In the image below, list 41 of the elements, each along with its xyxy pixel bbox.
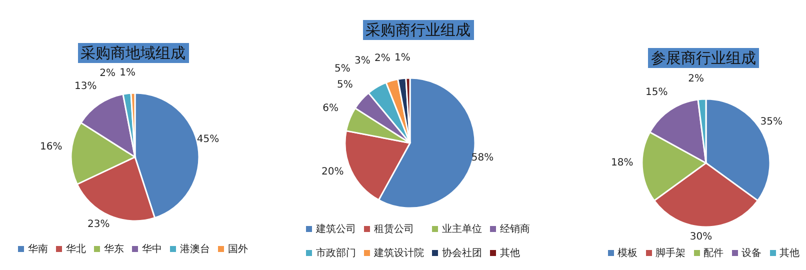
legend-label: 业主单位 — [441, 222, 482, 236]
data-label: 2% — [374, 53, 390, 64]
legend-label: 其他 — [778, 246, 800, 260]
legend-label: 协会社团 — [441, 246, 482, 260]
data-label: 3% — [354, 56, 370, 67]
chart-title: 参展商行业组成 — [648, 48, 759, 68]
legend-label: 市政部门 — [315, 246, 356, 260]
legend-label: 建筑公司 — [315, 222, 356, 236]
data-label: 1% — [120, 68, 136, 79]
data-label: 35% — [760, 116, 783, 128]
data-label: 1% — [394, 52, 410, 64]
data-label: 30% — [690, 232, 712, 242]
data-label: 2% — [688, 74, 704, 85]
legend-label: 配件 — [702, 247, 724, 260]
data-label: 16% — [40, 142, 62, 153]
data-label: 45% — [196, 134, 220, 146]
data-label: 6% — [322, 103, 339, 114]
data-label: 23% — [88, 219, 110, 230]
legend-label: 租赁公司 — [373, 222, 415, 236]
legend-label: 华中 — [141, 242, 162, 256]
legend-label: 其他 — [499, 246, 521, 260]
legend-label: 模板 — [616, 246, 638, 260]
data-label: 18% — [611, 157, 634, 168]
chart-title: 采购商行业组成 — [362, 20, 474, 40]
legend-label: 国外 — [227, 243, 248, 256]
data-label: 20% — [321, 166, 344, 178]
legend-label: 华北 — [65, 242, 86, 256]
data-label: 2% — [100, 68, 116, 80]
legend-label: 港澳台 — [179, 242, 210, 256]
data-label: 13% — [74, 81, 97, 92]
data-label: 15% — [645, 87, 668, 98]
legend-label: 设备 — [740, 247, 762, 260]
legend-label: 华南 — [27, 242, 48, 256]
data-label: 5% — [334, 64, 350, 75]
legend-label: 建筑设计院 — [373, 246, 424, 260]
legend-label: 华东 — [103, 242, 124, 256]
chart-title: 采购商地域组成 — [78, 43, 188, 63]
data-label: 58% — [471, 152, 494, 164]
data-label: 5% — [337, 80, 353, 91]
legend-label: 脚手架 — [654, 246, 686, 260]
legend-label: 经销商 — [499, 222, 530, 236]
